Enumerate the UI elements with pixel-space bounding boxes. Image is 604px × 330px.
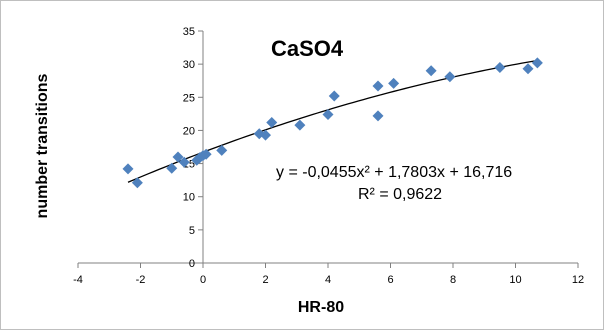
data-point bbox=[425, 65, 437, 77]
x-tick-label: 4 bbox=[325, 274, 331, 286]
y-tick-label: 5 bbox=[189, 225, 195, 237]
data-point bbox=[178, 156, 190, 168]
x-axis-title: HR-80 bbox=[298, 299, 344, 316]
data-point bbox=[322, 109, 334, 121]
data-point bbox=[172, 151, 184, 163]
x-tick-label: 0 bbox=[200, 274, 206, 286]
data-point bbox=[372, 80, 384, 92]
text-layer: CaSO4 HR-80 number transitions y = -0,04… bbox=[34, 36, 512, 316]
y-tick-label: 20 bbox=[183, 125, 195, 137]
y-tick-label: 25 bbox=[183, 92, 195, 104]
data-point bbox=[166, 162, 178, 174]
r-squared-label: R² = 0,9622 bbox=[358, 186, 442, 203]
x-tick-label: 12 bbox=[572, 274, 584, 286]
data-point bbox=[444, 71, 456, 83]
y-tick-label: 10 bbox=[183, 192, 195, 204]
data-point bbox=[328, 90, 340, 102]
data-point bbox=[200, 148, 212, 160]
y-tick-label: 35 bbox=[183, 26, 195, 38]
data-point bbox=[372, 110, 384, 122]
trendline-equation: y = -0,0455x² + 1,7803x + 16,716 bbox=[276, 164, 512, 181]
data-point bbox=[122, 163, 134, 175]
data-point bbox=[522, 63, 534, 75]
chart-title: CaSO4 bbox=[271, 36, 344, 61]
data-point bbox=[494, 61, 506, 73]
y-tick-label: 30 bbox=[183, 59, 195, 71]
data-point bbox=[131, 177, 143, 189]
data-point bbox=[260, 129, 271, 141]
y-tick-label: 0 bbox=[189, 258, 195, 270]
x-tick-label: 6 bbox=[387, 274, 393, 286]
trendline-layer bbox=[127, 59, 538, 183]
data-point bbox=[531, 57, 543, 69]
data-point bbox=[216, 144, 228, 156]
y-axis-title: number transitions bbox=[34, 73, 51, 218]
x-tick-label: 8 bbox=[450, 274, 456, 286]
data-point bbox=[294, 119, 306, 131]
trendline-curve bbox=[127, 59, 538, 183]
x-tick-label: -2 bbox=[136, 274, 146, 286]
data-point bbox=[388, 77, 400, 89]
x-tick-label: 2 bbox=[262, 274, 268, 286]
x-tick-label: 10 bbox=[509, 274, 521, 286]
x-tick-label: -4 bbox=[73, 274, 83, 286]
data-point bbox=[266, 116, 278, 128]
points-layer bbox=[122, 57, 543, 189]
